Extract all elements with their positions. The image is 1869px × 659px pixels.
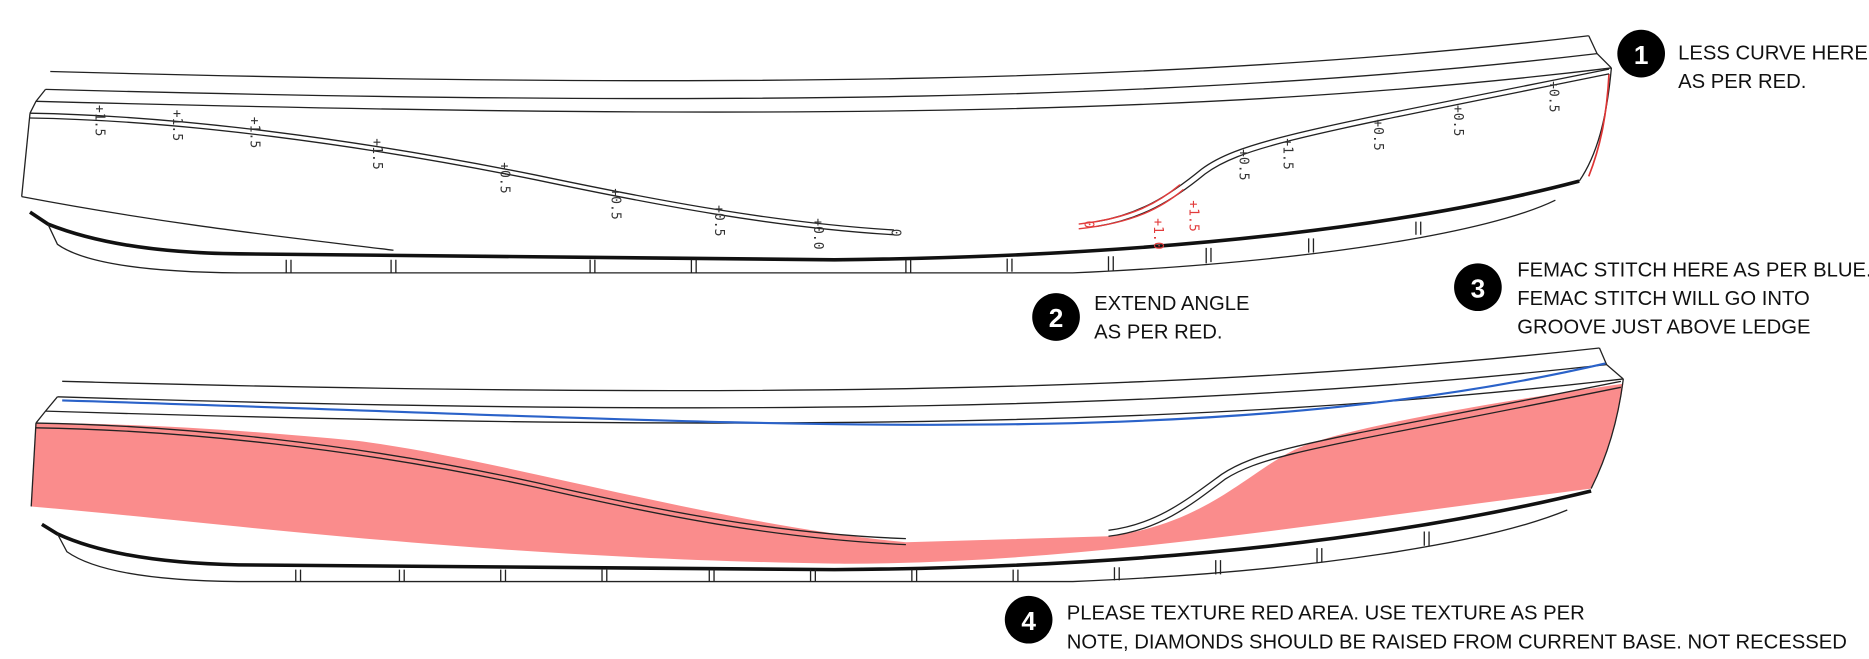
note-number: 1	[1634, 40, 1649, 70]
note: 2 EXTEND ANGLE AS PER RED.	[1032, 293, 1249, 343]
texture-area	[31, 383, 1624, 564]
dimension-label: +1.5	[169, 110, 184, 142]
dimension-label: +1.5	[369, 138, 384, 170]
note-text: GROOVE JUST ABOVE LEDGE	[1517, 317, 1810, 339]
dimension-label: +1.5	[1186, 200, 1201, 232]
dimension-label: +0.5	[1450, 105, 1465, 137]
note-text: LESS CURVE HERE	[1678, 43, 1868, 65]
dimension-label: +1.5	[246, 117, 261, 149]
note-text: NOTE, DIAMONDS SHOULD BE RAISED FROM CUR…	[1067, 631, 1847, 653]
note: 1 LESS CURVE HERE AS PER RED.	[1617, 29, 1868, 93]
note-badge	[1617, 29, 1666, 78]
dimension-label: 0	[1081, 220, 1096, 228]
note: 3 FEMAC STITCH HERE AS PER BLUE. FEMAC STI…	[1454, 259, 1869, 339]
dimension-label: +1.5	[92, 105, 107, 137]
note-number: 3	[1471, 273, 1486, 303]
note-text: EXTEND ANGLE	[1094, 293, 1249, 315]
top-sole-drawing	[21, 35, 1613, 274]
dimension-label: +1.5	[1280, 138, 1295, 170]
note-number: 2	[1049, 303, 1064, 333]
dimension-labels: +1.5 +1.5 +1.5 +1.5 +0.5 +0.5 +0.5 +0.0 0 0 +1.0 +1…	[92, 81, 1561, 250]
dimension-label: 0	[888, 229, 903, 237]
note-text: FEMAC STITCH WILL GO INTO	[1517, 288, 1810, 310]
dimension-label: +0.5	[497, 162, 512, 194]
note-badge	[1004, 595, 1053, 644]
dimension-label: +0.5	[1370, 119, 1385, 151]
notes: 1 LESS CURVE HERE AS PER RED. 2 EXTEND ANGLE…	[1004, 29, 1869, 653]
dimension-label: +0.0	[810, 218, 825, 250]
dimension-label: +0.5	[1545, 81, 1560, 113]
note-text: AS PER RED.	[1678, 71, 1806, 93]
dimension-label: +0.5	[711, 205, 726, 237]
note: 4 PLEASE TEXTURE RED AREA. USE TEXTURE AS…	[1004, 595, 1847, 653]
dimension-label: +1.0	[1150, 218, 1165, 250]
note-text: FEMAC STITCH HERE AS PER BLUE.	[1517, 259, 1869, 281]
note-badge	[1032, 293, 1080, 341]
note-badge	[1454, 263, 1502, 312]
bottom-sole-drawing	[30, 347, 1624, 583]
dimension-label: +0.5	[608, 188, 623, 220]
note-number: 4	[1021, 606, 1036, 636]
note-text: PLEASE TEXTURE RED AREA. USE TEXTURE AS …	[1067, 603, 1585, 625]
note-text: AS PER RED.	[1094, 321, 1222, 343]
dimension-label: +0.5	[1236, 149, 1251, 181]
